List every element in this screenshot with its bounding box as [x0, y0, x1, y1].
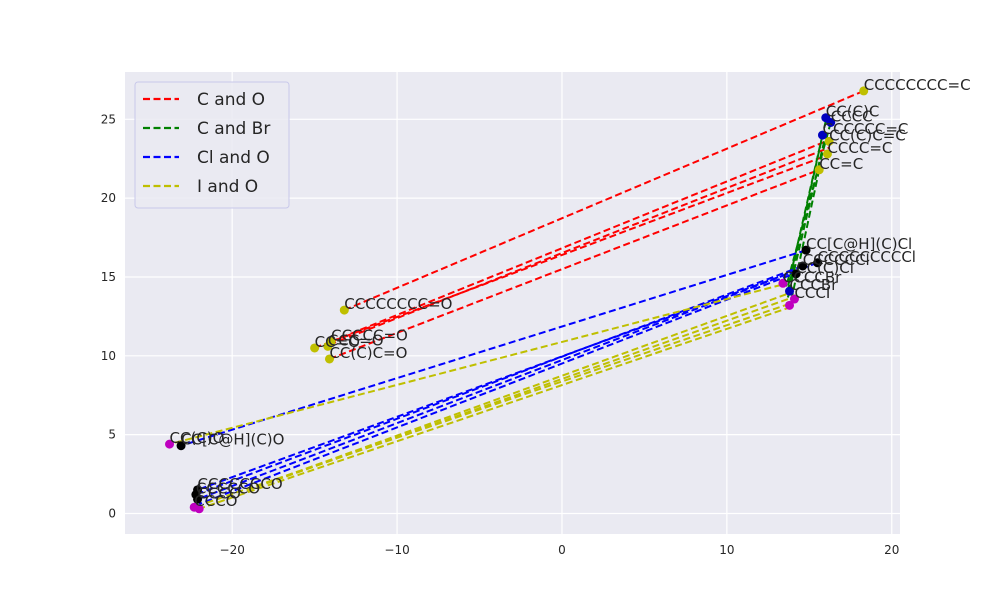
data-point [194, 504, 204, 514]
data-point [339, 305, 349, 315]
data-point [165, 439, 175, 449]
pair-line [207, 302, 790, 504]
data-point [324, 354, 334, 364]
legend-label: C and Br [197, 119, 270, 139]
point-label: CC(C)O [170, 429, 225, 447]
data-point [193, 494, 203, 504]
point-label: CCCI [794, 284, 830, 302]
point-label: CCCBr [790, 276, 839, 294]
legend-box [134, 81, 290, 209]
pair-line [329, 146, 830, 346]
grid-layer [125, 72, 900, 534]
legend-label: I and O [197, 177, 258, 197]
data-point [798, 261, 808, 271]
y-tick-label: 5 [108, 428, 116, 442]
point-label: CC(C)Cl [796, 259, 854, 277]
x-tick-label: −10 [384, 543, 409, 557]
data-point [826, 117, 836, 127]
data-point [822, 149, 832, 159]
data-point [859, 86, 869, 96]
point-label: CCCCCC=C [823, 120, 909, 138]
y-tick-label: 20 [101, 191, 116, 205]
data-point [778, 278, 788, 288]
point-layer [165, 86, 869, 514]
data-point [813, 258, 823, 268]
point-label: CCCC=C [827, 139, 892, 157]
pair-line [329, 168, 820, 360]
point-label: CCCCCCCC=O [344, 295, 452, 313]
point-label: CCCC [831, 107, 873, 125]
x-tick-label: 10 [719, 543, 734, 557]
pair-line [195, 265, 804, 496]
y-tick-label: 10 [101, 349, 116, 363]
data-point [791, 269, 801, 279]
pair-line [785, 134, 824, 295]
pair-line [198, 305, 792, 510]
legend-label: C and O [197, 90, 265, 110]
x-tick-label: 20 [884, 543, 899, 557]
x-tick-label: −20 [220, 543, 245, 557]
point-label: CCCCCCl [803, 251, 870, 269]
point-label: CCCCCCCC=C [864, 76, 971, 94]
data-point [789, 294, 799, 304]
data-point [785, 300, 795, 310]
y-tick-label: 15 [101, 270, 116, 284]
point-label: CC(C)C=O [329, 344, 407, 362]
point-label: CC[C@H](C)O [181, 431, 284, 449]
pair-line [790, 169, 821, 301]
point-label: CC[C@H](C)Cl [806, 235, 912, 253]
point-label: CC=C [819, 155, 863, 173]
data-point [824, 136, 834, 146]
pair-line [786, 120, 827, 292]
data-point [818, 130, 827, 140]
point-label: CCCCCO [196, 480, 260, 498]
point-label: CCC=O [328, 331, 384, 349]
pair-line [314, 153, 832, 349]
legend-label: Cl and O [197, 148, 270, 168]
point-label: CCCCC=O [331, 327, 408, 345]
x-tick-label: 0 [558, 543, 566, 557]
point-label: CC=O [315, 333, 360, 351]
pair-line [169, 283, 782, 446]
point-label: CC(C)C [826, 103, 880, 121]
pair-line-layer [169, 90, 865, 510]
point-label: CCCCBr [783, 268, 842, 286]
legend: C and O C and Br Cl and O I and O [134, 81, 290, 209]
point-label: CCCO [194, 492, 237, 510]
point-label: CCCO [198, 484, 241, 502]
data-point [310, 343, 320, 353]
y-tick-label: 0 [108, 507, 116, 521]
y-tick-label: 25 [101, 112, 116, 126]
point-label-layer: CCCCCCCC=CCC(C)CCCCCCCCCCC=CCC(C)C=CCCCC… [170, 76, 971, 510]
point-label: CCCCCCCO [198, 475, 283, 493]
point-label: CC(C)C=C [829, 126, 906, 144]
point-label: CCCCCCCCCl [818, 248, 916, 266]
pair-line [180, 249, 807, 447]
data-point [801, 245, 811, 255]
data-point [323, 341, 333, 351]
data-point [176, 441, 186, 451]
tick-layer: −20 −10 0 10 20 0 5 10 15 20 25 [101, 112, 900, 557]
pair-line [198, 274, 790, 505]
pair-line [330, 140, 827, 343]
data-point [814, 165, 824, 175]
pair-line [243, 298, 789, 493]
pair-line [197, 269, 797, 501]
data-point [785, 286, 795, 296]
